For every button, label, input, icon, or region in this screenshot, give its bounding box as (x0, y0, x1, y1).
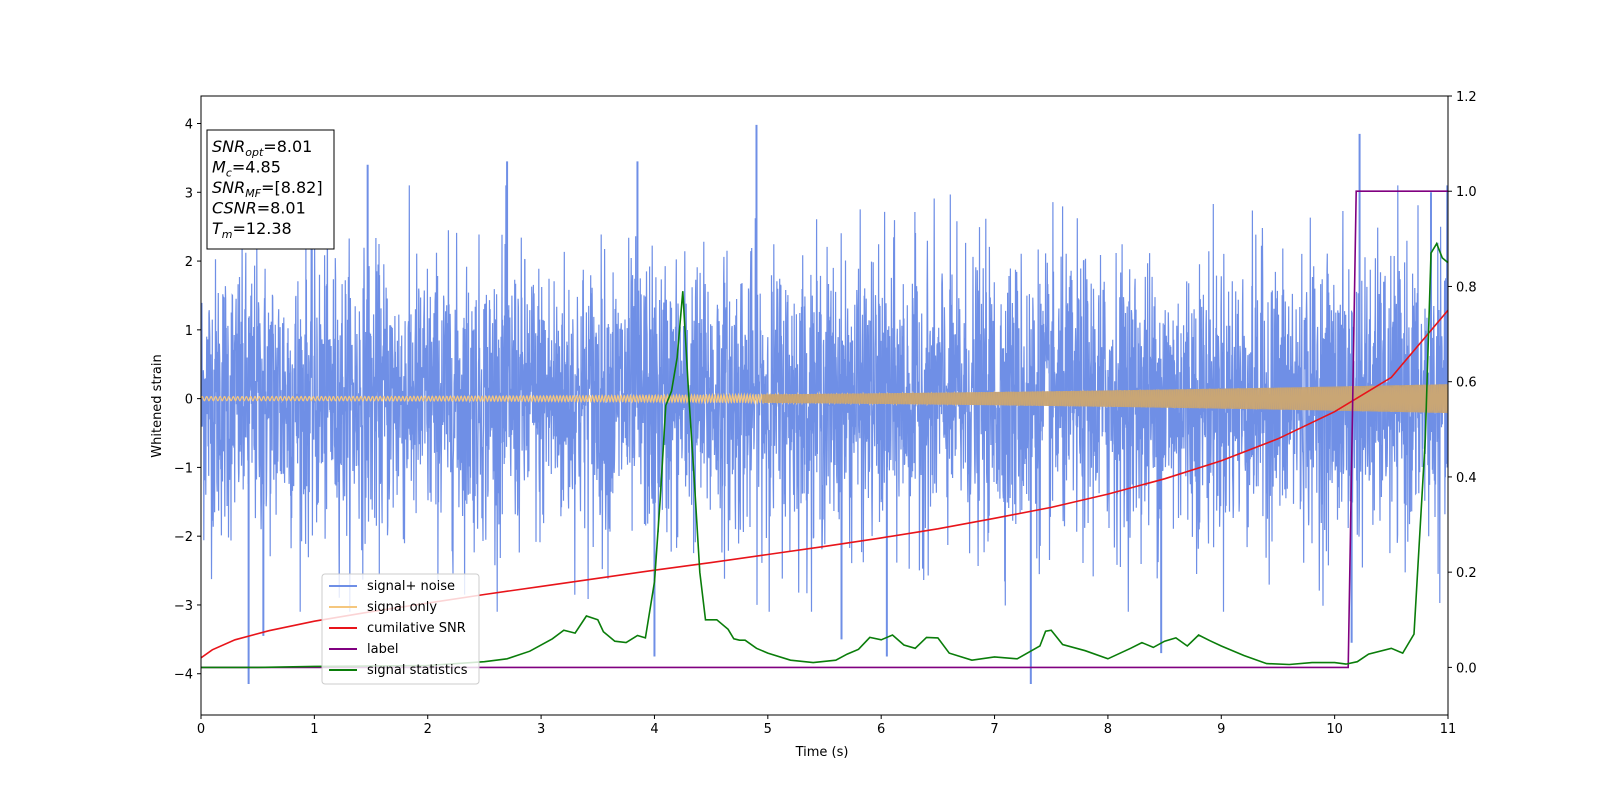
series-label (201, 190, 1448, 669)
series-signal-only-envelope (762, 384, 1448, 414)
y-tick-label: −2 (174, 530, 193, 545)
x-tick-label: 11 (1440, 722, 1457, 737)
y-tick-label: 4 (185, 118, 193, 133)
x-tick-label: 3 (537, 722, 545, 737)
legend: signal+ noise signal only cumilative SNR la… (321, 573, 480, 685)
y2-tick-label: 1.2 (1456, 90, 1477, 105)
y-tick-label: −3 (174, 599, 193, 614)
x-tick-label: 8 (1104, 722, 1112, 737)
x-tick-label: 4 (650, 722, 658, 737)
legend-label: label (367, 642, 398, 657)
x-axis-label: Time (s) (795, 745, 849, 760)
legend-label: cumilative SNR (367, 621, 466, 636)
y-tick-label: −4 (174, 668, 193, 683)
annotation-line: Tm=12.38 (212, 219, 292, 241)
y2-tick-label: 0.0 (1456, 661, 1477, 676)
series-cumulative-snr (201, 309, 1448, 659)
series-signal-statistics (201, 241, 1448, 669)
legend-label: signal+ noise (367, 579, 455, 594)
y-axis-left: −4 −3 −2 −1 0 1 2 3 4 (174, 118, 201, 683)
y2-tick-label: 0.4 (1456, 471, 1477, 486)
x-tick-label: 0 (197, 722, 205, 737)
y2-tick-label: 0.8 (1456, 280, 1477, 295)
x-axis: 0 1 2 3 4 5 6 7 8 9 10 11 (197, 715, 1456, 737)
x-tick-label: 10 (1326, 722, 1343, 737)
legend-label: signal statistics (367, 663, 468, 678)
y-tick-label: 1 (185, 324, 193, 339)
x-tick-label: 1 (310, 722, 318, 737)
y-tick-label: 0 (185, 393, 193, 408)
y-tick-label: −1 (174, 461, 193, 476)
y2-tick-label: 1.0 (1456, 185, 1477, 200)
y-axis-label: Whitened strain (150, 354, 165, 457)
x-tick-label: 7 (990, 722, 998, 737)
y-tick-label: 3 (185, 186, 193, 201)
y-tick-label: 2 (185, 255, 193, 270)
annotation-box: SNRopt=8.01Mc=4.85SNRMF=[8.82]CSNR=8.01T… (206, 129, 335, 250)
annotation-line: SNRopt=8.01 (212, 137, 312, 159)
legend-label: signal only (367, 600, 437, 615)
annotation-line: CSNR=8.01 (212, 199, 306, 218)
y-axis-right: 0.0 0.2 0.4 0.6 0.8 1.0 1.2 (1448, 90, 1477, 676)
annotation-line: Mc=4.85 (212, 158, 281, 180)
x-tick-label: 6 (877, 722, 885, 737)
y2-tick-label: 0.6 (1456, 376, 1477, 391)
plot-frame (200, 95, 1449, 716)
annotation-line: SNRMF=[8.82] (212, 178, 323, 200)
series-layer (201, 124, 1448, 685)
x-tick-label: 5 (764, 722, 772, 737)
y2-tick-label: 0.2 (1456, 566, 1477, 581)
x-tick-label: 9 (1217, 722, 1225, 737)
x-tick-label: 2 (424, 722, 432, 737)
